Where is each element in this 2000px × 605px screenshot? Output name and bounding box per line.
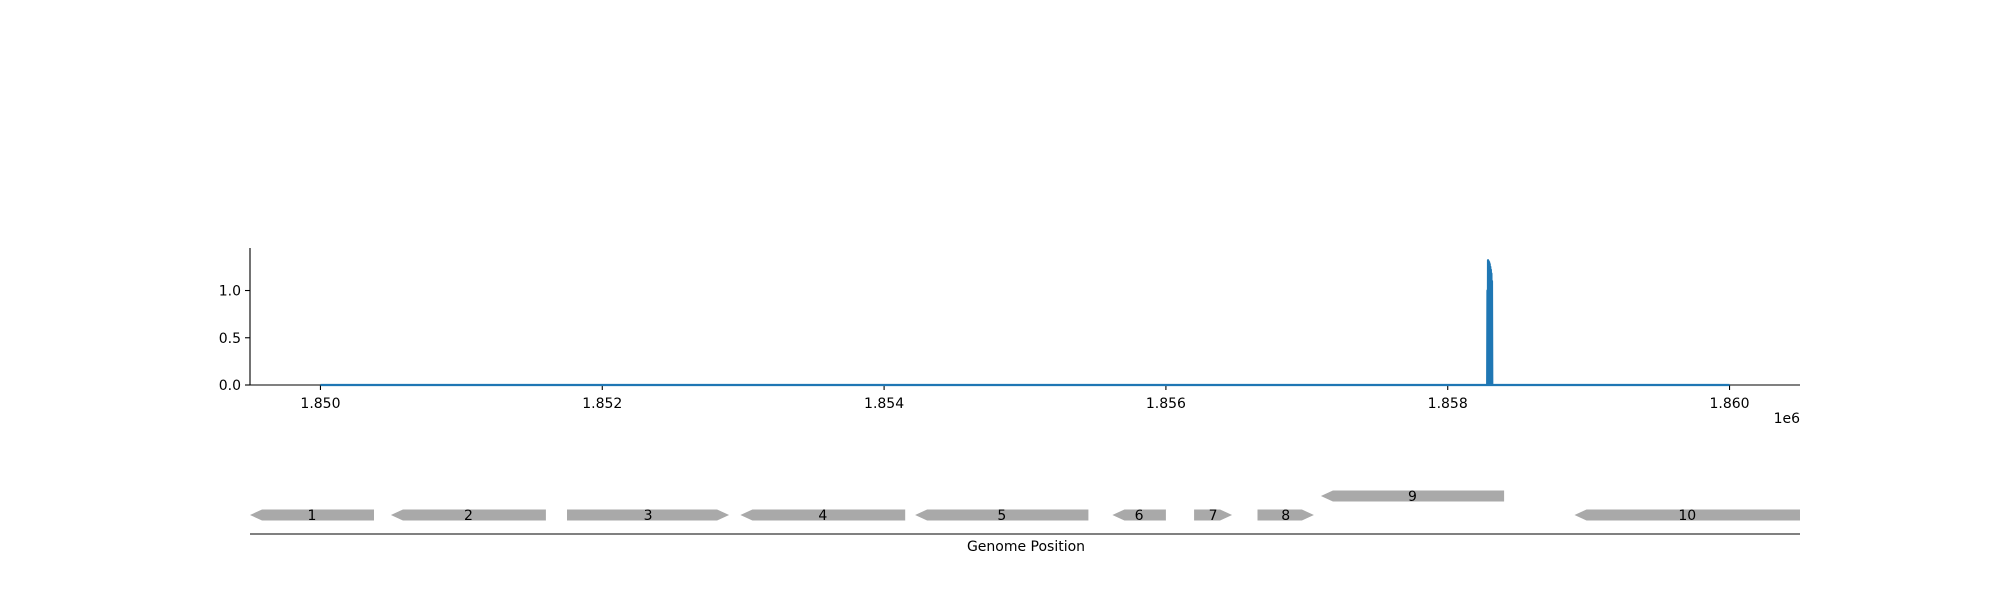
x-tick-label: 1.852 — [582, 396, 622, 412]
coverage-series-group — [320, 259, 1730, 387]
gene-label: 8 — [1281, 508, 1290, 524]
x-tick-label: 1.860 — [1709, 396, 1749, 412]
gene-track: 1 2 3 4 5 6 7 8 9 10 Genome Position — [250, 489, 1800, 555]
gene-label: 6 — [1135, 508, 1144, 524]
y-tick-label: 1.0 — [219, 284, 241, 300]
gene-label: 9 — [1408, 489, 1417, 505]
gene-arrow — [915, 509, 1089, 521]
y-tick-label: 0.5 — [219, 331, 241, 347]
x-offset-text: 1e6 — [1774, 411, 1801, 427]
gene-arrow — [1574, 509, 1800, 521]
gene-track-xlabel: Genome Position — [967, 539, 1085, 555]
gene-arrow — [1194, 509, 1233, 521]
gene-arrow — [250, 509, 374, 521]
x-tick-label: 1.856 — [1146, 396, 1186, 412]
gene-arrow — [567, 509, 730, 521]
x-tick-label: 1.854 — [864, 396, 904, 412]
gene-label: 5 — [997, 508, 1006, 524]
gene-label: 3 — [644, 508, 653, 524]
gene-arrow — [740, 509, 906, 521]
gene-label: 1 — [308, 508, 317, 524]
gene-arrow — [390, 509, 546, 521]
x-tick-label: 1.858 — [1428, 396, 1468, 412]
gene-arrow — [1257, 509, 1314, 521]
gene-label: 7 — [1209, 508, 1218, 524]
y-tick-label: 0.0 — [219, 378, 241, 394]
gene-arrow — [1112, 509, 1166, 521]
gene-arrow — [1320, 490, 1505, 502]
gene-label: 4 — [818, 508, 827, 524]
gene-label: 2 — [464, 508, 473, 524]
gene-label: 10 — [1678, 508, 1696, 524]
coverage-plot: 0.0 0.5 1.0 1.850 1.852 1.854 1.856 1.858 1.860 1… — [219, 248, 1800, 427]
coverage-line — [320, 259, 1730, 387]
x-tick-label: 1.850 — [300, 396, 340, 412]
